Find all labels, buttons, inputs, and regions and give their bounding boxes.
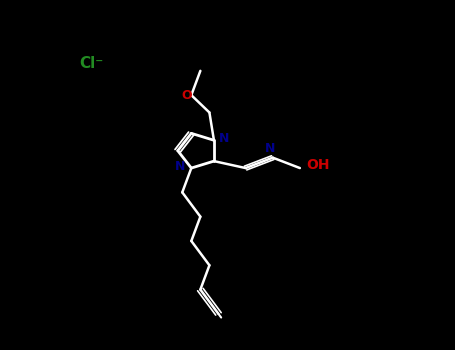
Text: N: N: [175, 160, 185, 173]
Text: N: N: [219, 132, 229, 145]
Text: O: O: [182, 89, 192, 101]
Text: OH: OH: [306, 158, 330, 172]
Text: N: N: [265, 142, 276, 155]
Text: Cl⁻: Cl⁻: [80, 56, 104, 71]
